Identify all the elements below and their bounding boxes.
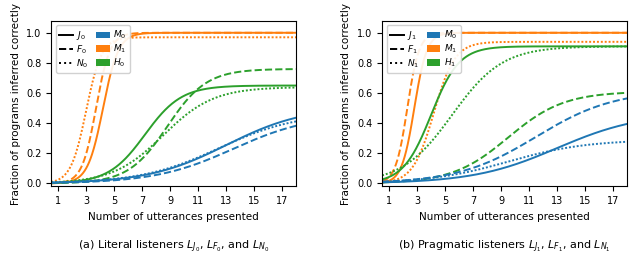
Title: (a) Literal listeners $L_{J_0}$, $L_{F_0}$, and $L_{N_0}$: (a) Literal listeners $L_{J_0}$, $L_{F_0… (78, 239, 269, 255)
X-axis label: Number of utterances presented: Number of utterances presented (419, 212, 590, 222)
Title: (b) Pragmatic listeners $L_{J_1}$, $L_{F_1}$, and $L_{N_1}$: (b) Pragmatic listeners $L_{J_1}$, $L_{F… (398, 239, 611, 255)
Legend: $J_1$, $F_1$, $N_1$, $M_0$, $M_1$, $H_1$: $J_1$, $F_1$, $N_1$, $M_0$, $M_1$, $H_1$ (387, 25, 461, 73)
Legend: $J_0$, $F_0$, $N_0$, $M_0$, $M_1$, $H_0$: $J_0$, $F_0$, $N_0$, $M_0$, $M_1$, $H_0$ (56, 25, 130, 73)
Y-axis label: Fraction of programs inferred correctly: Fraction of programs inferred correctly (342, 3, 351, 205)
Y-axis label: Fraction of programs inferred correctly: Fraction of programs inferred correctly (10, 3, 20, 205)
X-axis label: Number of utterances presented: Number of utterances presented (88, 212, 259, 222)
